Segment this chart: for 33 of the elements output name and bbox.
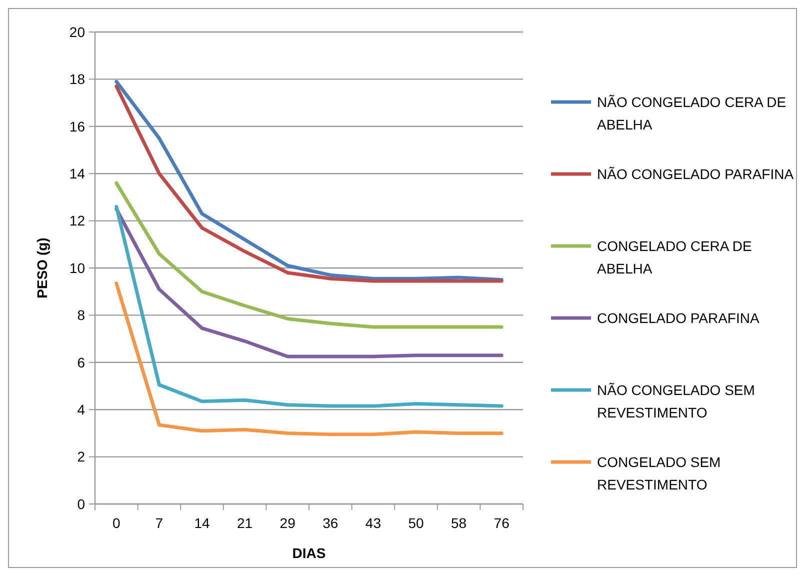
x-tick-label: 29	[280, 515, 296, 531]
y-tick-label: 20	[69, 24, 86, 40]
x-axis-title: DIAS	[292, 545, 326, 561]
x-tick-label: 0	[112, 515, 120, 531]
legend-label: NÃO CONGELADO CERA DE ABELHA	[597, 94, 786, 132]
legend-label: NÃO CONGELADO SEM REVESTIMENTO	[597, 382, 755, 420]
x-tick-label: 58	[451, 515, 467, 531]
legend-label: CONGELADO SEM REVESTIMENTO	[597, 454, 721, 492]
x-tick-label: 50	[408, 515, 424, 531]
y-tick-label: 14	[69, 166, 86, 182]
x-tick-label: 76	[494, 515, 510, 531]
legend-label: NÃO CONGELADO PARAFINA	[597, 166, 794, 182]
y-tick-label: 8	[77, 307, 86, 324]
y-tick-label: 12	[69, 212, 86, 229]
y-tick-label: 0	[77, 496, 86, 512]
x-tick-label: 21	[237, 515, 253, 531]
line-series	[114, 282, 504, 436]
y-tick-label: 10	[69, 260, 86, 276]
line-series	[114, 204, 504, 408]
x-tick-label: 7	[155, 515, 164, 531]
legend-label: CONGELADO CERA DE ABELHA	[597, 238, 752, 276]
line-series	[114, 181, 504, 329]
x-tick-label: 43	[365, 515, 382, 531]
line-series	[114, 207, 504, 358]
y-tick-label: 18	[69, 71, 86, 88]
y-tick-label: 16	[69, 118, 86, 134]
x-tick-label: 36	[322, 515, 338, 531]
y-axis-title: PESO (g)	[34, 238, 50, 298]
y-tick-label: 4	[77, 402, 86, 418]
y-tick-label: 6	[77, 354, 86, 370]
y-tick-label: 2	[77, 448, 86, 465]
x-tick-label: 14	[194, 515, 210, 531]
legend-label: CONGELADO PARAFINA	[597, 310, 760, 326]
